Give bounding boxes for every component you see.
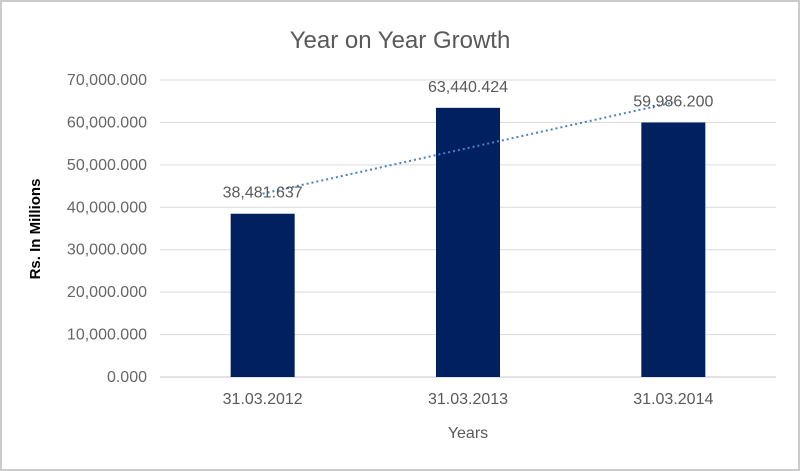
bar-31.03.2014 [641,122,706,377]
bar-31.03.2012 [230,213,295,377]
chart-title: Year on Year Growth [290,27,511,54]
data-labels: 38,481.637 63,440.424 59,986.200 [223,79,714,202]
data-label: 38,481.637 [223,185,303,202]
trendline-group [262,101,674,195]
y-tick-label: 10,000.000 [67,327,147,344]
x-tick-label: 31.03.2013 [428,391,508,408]
y-tick-label: 30,000.000 [67,242,147,259]
bar-31.03.2013 [436,107,500,377]
data-label: 63,440.424 [428,79,508,96]
bar-series [230,107,706,377]
x-axis-title: Years [448,425,488,442]
trendline [262,101,674,195]
y-axis-tick-labels: 0.000 10,000.000 20,000.000 30,000.000 40,00… [67,72,147,386]
x-tick-label: 31.03.2012 [223,391,303,408]
y-tick-label: 60,000.000 [67,114,147,131]
y-tick-label: 50,000.000 [67,157,147,174]
x-axis-tick-labels: 31.03.2012 31.03.2013 31.03.2014 [223,391,714,408]
x-tick-label: 31.03.2014 [633,391,713,408]
y-tick-label: 40,000.000 [67,199,147,216]
y-tick-label: 0.000 [107,369,147,386]
y-tick-label: 20,000.000 [67,284,147,301]
y-tick-label: 70,000.000 [67,72,147,89]
y-axis-title: Rs. In Millions [27,179,44,280]
data-label: 59,986.200 [633,93,713,110]
